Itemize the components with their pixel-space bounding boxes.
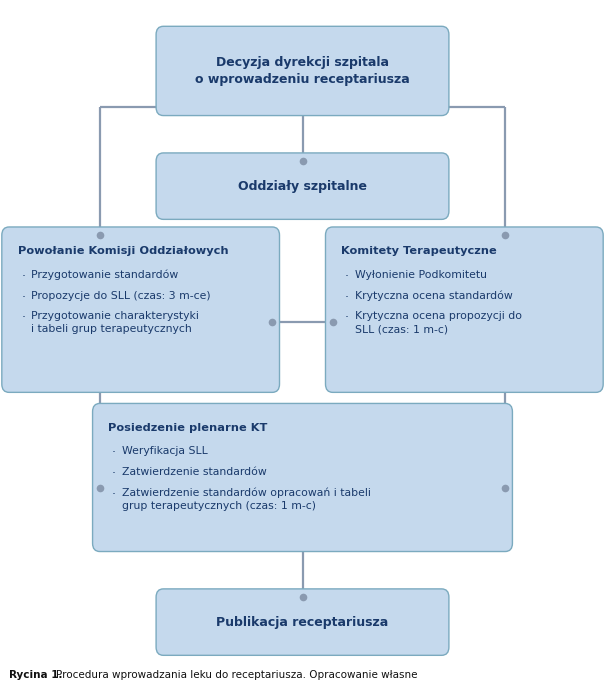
Text: Zatwierdzenie standardów: Zatwierdzenie standardów [122, 467, 266, 477]
FancyBboxPatch shape [156, 153, 449, 219]
Text: Rycina 1.: Rycina 1. [9, 670, 62, 680]
Text: Powołanie Komisji Oddziałowych: Powołanie Komisji Oddziałowych [18, 246, 228, 256]
FancyBboxPatch shape [93, 403, 512, 552]
FancyBboxPatch shape [156, 589, 449, 655]
Text: ·: · [112, 446, 116, 459]
Text: ·: · [345, 311, 349, 325]
Text: Zatwierdzenie standardów opracowań i tabeli
grup terapeutycznych (czas: 1 m-c): Zatwierdzenie standardów opracowań i tab… [122, 488, 370, 511]
FancyBboxPatch shape [2, 227, 280, 392]
Text: Decyzja dyrekcji szpitala
o wprowadzeniu receptariusza: Decyzja dyrekcji szpitala o wprowadzeniu… [195, 56, 410, 86]
Text: ·: · [21, 291, 25, 304]
FancyBboxPatch shape [325, 227, 603, 392]
FancyBboxPatch shape [156, 26, 449, 116]
Text: Procedura wprowadzania leku do receptariusza. Opracowanie własne: Procedura wprowadzania leku do receptari… [56, 670, 417, 680]
Text: Posiedzenie plenarne KT: Posiedzenie plenarne KT [108, 423, 267, 432]
Text: ·: · [345, 270, 349, 283]
Text: ·: · [112, 467, 116, 480]
Text: Krytyczna ocena standardów: Krytyczna ocena standardów [355, 291, 512, 301]
Text: Przygotowanie charakterystyki
i tabeli grup terapeutycznych: Przygotowanie charakterystyki i tabeli g… [31, 311, 198, 334]
Text: Krytyczna ocena propozycji do
SLL (czas: 1 m-c): Krytyczna ocena propozycji do SLL (czas:… [355, 311, 522, 334]
Text: Publikacja receptariusza: Publikacja receptariusza [217, 616, 388, 628]
Text: Oddziały szpitalne: Oddziały szpitalne [238, 180, 367, 192]
Text: Wyłonienie Podkomitetu: Wyłonienie Podkomitetu [355, 270, 486, 280]
Text: ·: · [21, 311, 25, 325]
Text: Przygotowanie standardów: Przygotowanie standardów [31, 270, 178, 280]
Text: ·: · [345, 291, 349, 304]
Text: Weryfikacja SLL: Weryfikacja SLL [122, 446, 208, 456]
Text: ·: · [112, 488, 116, 501]
Text: Komitety Terapeutyczne: Komitety Terapeutyczne [341, 246, 497, 256]
Text: Propozycje do SLL (czas: 3 m-ce): Propozycje do SLL (czas: 3 m-ce) [31, 291, 211, 300]
Text: ·: · [21, 270, 25, 283]
